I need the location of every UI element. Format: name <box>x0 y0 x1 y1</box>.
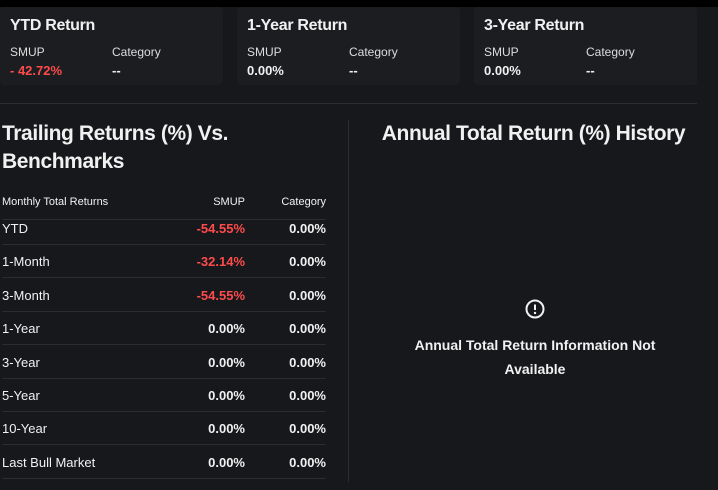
card-value: - 42.72% <box>10 63 63 78</box>
card-label: SMUP <box>10 45 45 59</box>
table-row: 1-Month -32.14% 0.00% <box>2 244 326 279</box>
card-label: SMUP <box>484 45 519 59</box>
card-title: 1-Year Return <box>247 17 348 34</box>
section-title: Annual Total Return (%) History <box>381 122 686 145</box>
table-cell: 0.00% <box>289 221 326 236</box>
table-cell: 10-Year <box>2 421 48 437</box>
table-cell: 0.00% <box>208 454 245 470</box>
table-cell: 5-Year <box>2 388 40 403</box>
table-cell: -54.55% <box>196 287 245 303</box>
empty-message: Annual Total Return Information Not Avai… <box>414 337 656 377</box>
return-card: 1-Year Return SMUP Category 0.00% -- <box>237 7 460 85</box>
table-cell: 0.00% <box>289 388 326 403</box>
info-icon <box>525 299 545 319</box>
card-value: -- <box>349 63 358 78</box>
table-cell: -54.55% <box>196 221 245 236</box>
section-title: Trailing Returns (%) Vs. Benchmarks <box>2 122 229 173</box>
card-title: YTD Return <box>10 17 96 34</box>
header-cell: Category <box>281 196 326 208</box>
table-cell: 3-Month <box>2 287 50 303</box>
table-header: Monthly Total Returns SMUP Category <box>2 186 326 220</box>
card-label: Category <box>112 45 161 59</box>
table-cell: 1-Year <box>2 321 40 337</box>
top-bar <box>0 0 718 7</box>
table-row: 10-Year 0.00% 0.00% <box>2 411 326 446</box>
table-cell: 0.00% <box>289 454 326 470</box>
table-cell: 0.00% <box>289 254 326 270</box>
table-cell: 0.00% <box>208 388 245 403</box>
table-cell: 3-Year <box>2 354 40 370</box>
card-label: Category <box>586 45 635 59</box>
table-row: 3-Month -54.55% 0.00% <box>2 278 326 312</box>
table-row: 3-Year 0.00% 0.00% <box>2 345 326 379</box>
header-cell: SMUP <box>213 196 245 208</box>
card-title: 3-Year Return <box>484 17 585 34</box>
table-cell: 0.00% <box>289 421 326 437</box>
card-value: -- <box>112 63 121 78</box>
card-label: SMUP <box>247 45 282 59</box>
card-value: 0.00% <box>484 63 521 78</box>
table-row: YTD -54.55% 0.00% <box>2 211 326 245</box>
table-row: 5-Year 0.00% 0.00% <box>2 378 326 412</box>
table-cell: 0.00% <box>208 321 245 337</box>
table-cell: YTD <box>2 221 28 236</box>
table-cell: Last Bull Market <box>2 454 96 470</box>
header-cell: Monthly Total Returns <box>2 196 109 208</box>
table-row: Last Bull Market 0.00% 0.00% <box>2 445 326 479</box>
divider <box>0 103 697 104</box>
return-card: YTD Return SMUP Category - 42.72% -- <box>0 7 223 85</box>
return-card: 3-Year Return SMUP Category 0.00% -- <box>474 7 697 85</box>
table-cell: 0.00% <box>289 354 326 370</box>
card-label: Category <box>349 45 398 59</box>
card-value: -- <box>586 63 595 78</box>
table-cell: 0.00% <box>289 287 326 303</box>
table-cell: 1-Month <box>2 254 50 270</box>
card-value: 0.00% <box>247 63 284 78</box>
divider <box>348 120 349 482</box>
table-cell: 0.00% <box>289 321 326 337</box>
table-cell: 0.00% <box>208 354 245 370</box>
table-row: 1-Year 0.00% 0.00% <box>2 311 326 346</box>
table-cell: -32.14% <box>196 254 245 270</box>
table-cell: 0.00% <box>208 421 245 437</box>
